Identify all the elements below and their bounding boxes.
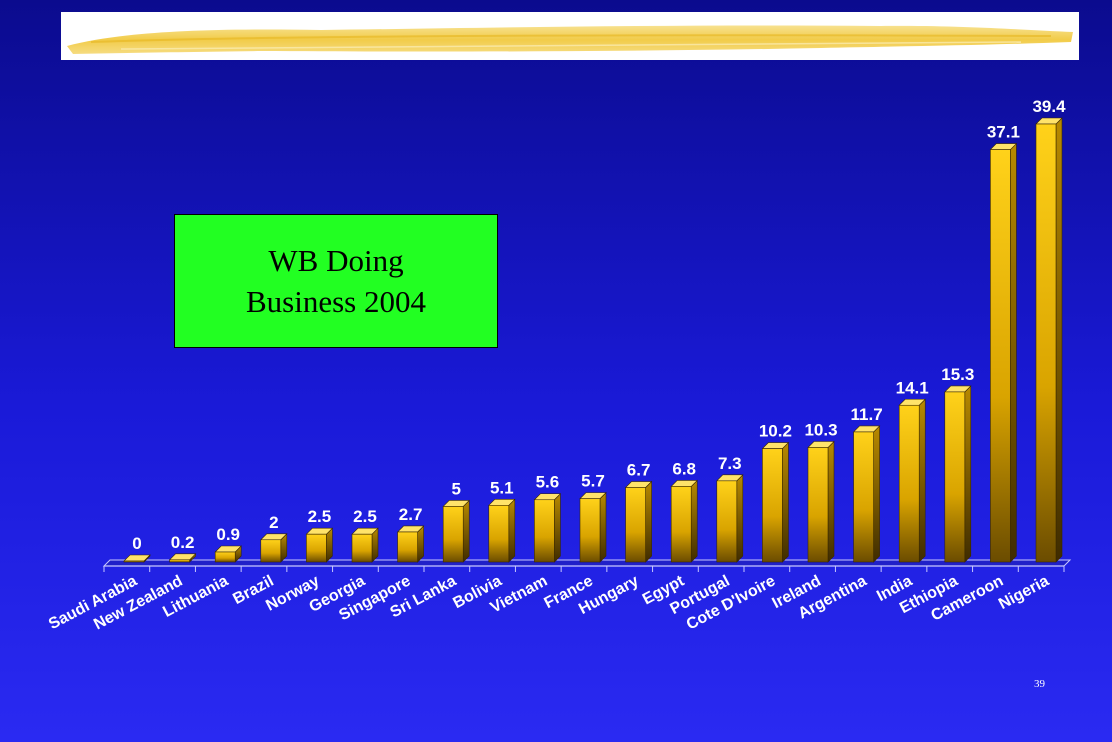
value-label: 39.4	[1032, 97, 1066, 116]
value-label: 14.1	[896, 378, 929, 397]
bar-front	[260, 539, 282, 563]
value-label: 15.3	[941, 365, 974, 384]
bar-side	[918, 398, 926, 563]
bar-front	[762, 448, 783, 563]
bar-front	[351, 533, 373, 563]
value-label: 0.2	[171, 533, 195, 552]
bar-side	[1055, 117, 1063, 563]
header-banner	[61, 12, 1079, 60]
bar	[898, 398, 926, 563]
value-label: 6.8	[672, 459, 696, 478]
bar-front	[306, 533, 327, 563]
value-label: 37.1	[987, 123, 1020, 142]
value-label: 5	[451, 479, 460, 498]
chart-floor	[102, 559, 1072, 572]
bar	[670, 479, 698, 563]
bar	[214, 545, 242, 563]
bar-side	[782, 441, 789, 563]
chart-title-box: WB Doing Business 2004	[174, 214, 498, 348]
bar	[123, 554, 151, 563]
category-label: Nigeria	[996, 572, 1052, 613]
value-label: 2.5	[353, 507, 377, 526]
bar	[579, 491, 607, 563]
bar-front	[397, 531, 418, 563]
bar-side	[554, 493, 561, 563]
bar	[305, 527, 334, 563]
bar-front	[534, 499, 555, 563]
bar-side	[508, 498, 516, 563]
bar	[989, 142, 1018, 563]
bar-side	[645, 480, 652, 563]
bar-side	[690, 479, 698, 563]
bar-front	[944, 391, 966, 563]
value-label: 2	[269, 513, 278, 532]
bar-front	[579, 498, 601, 563]
value-label: 0.9	[216, 525, 240, 544]
bar	[761, 441, 790, 563]
bar-front	[442, 506, 464, 563]
bar	[533, 493, 562, 563]
bar-front	[625, 487, 646, 563]
bar	[807, 440, 835, 563]
bar-side	[1010, 142, 1017, 563]
bar-front	[990, 149, 1011, 563]
bar	[351, 527, 379, 563]
bar-front	[670, 486, 692, 563]
brush-stroke-graphic	[67, 25, 1073, 54]
bar	[260, 533, 288, 563]
bar	[852, 425, 881, 563]
bar-side	[462, 499, 470, 563]
bar-front	[1035, 123, 1057, 563]
bar	[396, 525, 425, 563]
value-label: 5.6	[536, 473, 560, 492]
value-label: 7.3	[718, 454, 742, 473]
value-label: 6.7	[627, 461, 651, 480]
value-label: 5.7	[581, 472, 605, 491]
bars	[123, 117, 1063, 563]
value-label: 11.7	[851, 405, 883, 424]
bar	[442, 499, 470, 563]
bar-front	[716, 480, 738, 563]
bar	[716, 474, 744, 563]
value-label: 5.1	[490, 478, 514, 497]
bar-front	[853, 431, 874, 563]
bar-side	[964, 385, 972, 563]
bar	[488, 498, 516, 563]
bar-front	[898, 404, 920, 563]
bar-side	[599, 491, 607, 563]
bar-front	[123, 560, 145, 563]
bar-side	[827, 440, 835, 563]
bar-front	[488, 505, 510, 563]
value-label: 10.3	[804, 420, 837, 439]
bar	[944, 385, 972, 563]
bar-side	[736, 474, 744, 563]
bar	[624, 480, 653, 563]
bar	[1035, 117, 1063, 563]
bar-front	[214, 551, 236, 563]
value-label: 2.7	[399, 505, 423, 524]
value-labels: 0 0.2 0.9 2 2.5 2.5 2.7 5 5.1 5.6 5.7 6.7 6.8 7.3 10.2…	[132, 97, 1066, 553]
page-number: 39	[1034, 678, 1045, 690]
bar-side	[873, 425, 880, 563]
value-label: 0	[132, 534, 141, 553]
bar	[168, 553, 197, 563]
bar-front	[807, 447, 829, 563]
bar-front	[169, 559, 190, 563]
value-label: 2.5	[308, 507, 332, 526]
value-label: 10.2	[759, 422, 792, 441]
